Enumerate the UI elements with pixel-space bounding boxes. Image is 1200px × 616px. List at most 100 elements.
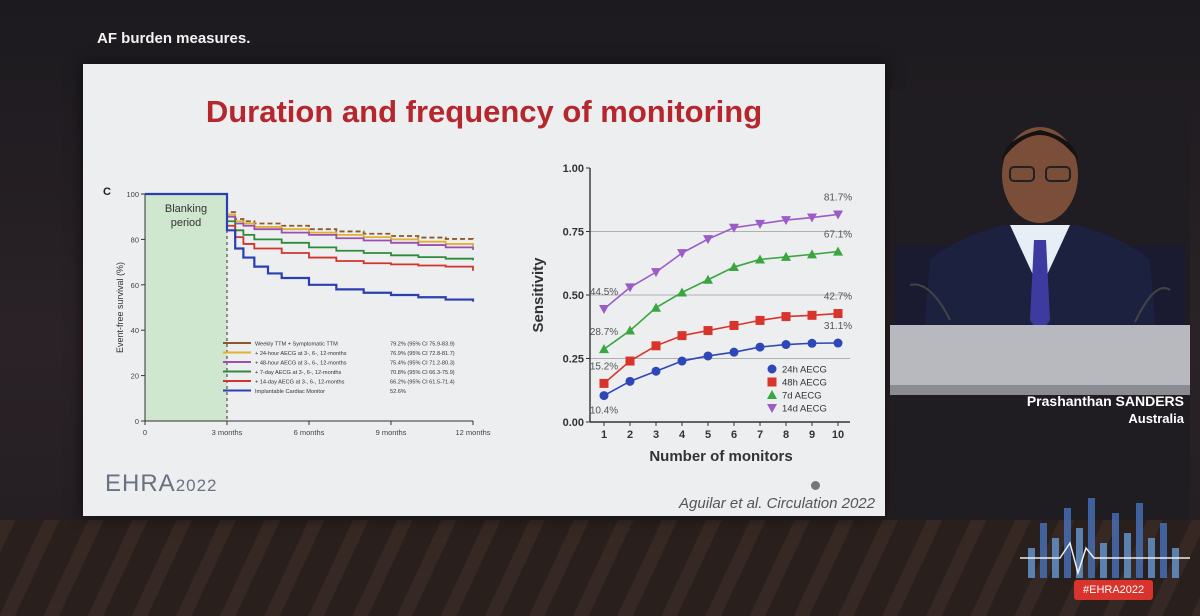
sensitivity-point <box>651 366 661 376</box>
sensitivity-point <box>651 302 661 312</box>
sensitivity-point <box>833 338 843 348</box>
slide: Duration and frequency of monitoring C B… <box>83 64 885 516</box>
blanking-label-2: period <box>171 217 202 229</box>
legend-series-stat: 52.6% <box>390 389 406 395</box>
legend-series-name: Weekly TTM + Symptomatic TTM <box>255 342 338 348</box>
legend-series-stat: 75.4% (95% CI 71.2-80.3) <box>390 361 455 367</box>
equalizer-bar <box>1124 533 1131 578</box>
survival-series-line <box>145 192 475 302</box>
citation: Aguilar et al. Circulation 2022 <box>679 495 875 512</box>
value-annotation: 15.2% <box>590 361 618 372</box>
legend-series-name: + 14-day AECG at 3-, 6-, 12-months <box>255 380 345 386</box>
sensitivity-point <box>755 342 765 352</box>
legend-series-stat: 70.8% (95% CI 66.3-75.9) <box>390 370 455 376</box>
x-tick-label: 3 <box>653 429 659 441</box>
y-tick-label: 0.75 <box>563 227 584 239</box>
sensitivity-series-line <box>603 250 839 350</box>
legend-marker <box>767 404 777 413</box>
equalizer-bar <box>1172 548 1179 578</box>
sensitivity-point <box>677 249 687 259</box>
equalizer-bar <box>1100 543 1107 578</box>
sensitivity-point <box>625 376 635 386</box>
value-annotation: 42.7% <box>824 292 852 303</box>
panel-label: C <box>103 186 111 198</box>
legend-series-name: 24h AECG <box>782 365 827 376</box>
ehra-logo-main: EHRA <box>105 470 176 497</box>
legend-series-stat: 76.9% (95% CI 72.8-81.7) <box>390 351 455 357</box>
sensitivity-point <box>807 213 817 223</box>
value-annotation: 10.4% <box>590 406 618 417</box>
sensitivity-series-line <box>603 213 839 310</box>
sensitivity-point <box>729 262 739 272</box>
value-annotation: 44.5% <box>590 287 618 298</box>
x-tick-label: 6 months <box>294 428 325 437</box>
sensitivity-point <box>599 378 609 388</box>
sensitivity-point <box>729 223 739 233</box>
survival-series-line <box>145 193 474 242</box>
y-tick-label: 0 <box>135 417 139 426</box>
slide-dot <box>811 481 820 490</box>
x-tick-label: 1 <box>601 429 607 441</box>
sensitivity-point <box>755 315 765 325</box>
x-tick-label: 10 <box>832 429 844 441</box>
y-tick-label: 1.00 <box>563 163 584 175</box>
sensitivity-point <box>651 268 661 278</box>
sensitivity-point <box>703 235 713 245</box>
sensitivity-point <box>807 249 817 259</box>
y-tick-label: 40 <box>131 326 139 335</box>
sensitivity-point <box>807 310 817 320</box>
header-text: AF burden measures. <box>97 30 251 47</box>
blanking-label-1: Blanking <box>165 203 207 215</box>
sensitivity-point <box>781 216 791 226</box>
survival-chart: Blanking period 0 20 40 60 80 100 0 3 months 6 mon… <box>115 190 491 437</box>
sensitivity-point <box>599 344 609 354</box>
y-tick-label: 20 <box>131 372 139 381</box>
x-axis-label: Number of monitors <box>649 448 792 465</box>
value-annotation: 31.1% <box>824 321 852 332</box>
x-tick-label: 9 months <box>376 428 407 437</box>
speaker-country: Australia <box>1128 411 1184 426</box>
survival-series-line <box>145 193 474 261</box>
sensitivity-point <box>625 356 635 366</box>
sensitivity-series-line <box>603 312 839 384</box>
sensitivity-point <box>755 219 765 229</box>
speaker-head <box>1002 127 1078 223</box>
legend-series-stat: 79.2% (95% CI 75.9-83.9) <box>390 342 455 348</box>
stage-floor <box>0 520 1200 616</box>
sensitivity-point <box>651 341 661 351</box>
legend-marker <box>767 377 777 387</box>
legend-series-name: + 48-hour AECG at 3-, 6-, 12-months <box>255 361 347 367</box>
x-tick-label: 8 <box>783 429 789 441</box>
sensitivity-point <box>755 254 765 264</box>
sensitivity-point <box>625 325 635 335</box>
sensitivity-point <box>677 356 687 366</box>
legend-series-stat: 66.2% (95% CI 61.5-71.4) <box>390 380 455 386</box>
x-tick-label: 7 <box>757 429 763 441</box>
value-annotation: 67.1% <box>824 230 852 241</box>
survival-series-line <box>145 193 474 247</box>
y-tick-label: 60 <box>131 281 139 290</box>
sensitivity-point <box>781 340 791 350</box>
x-tick-label: 12 months <box>455 428 490 437</box>
sensitivity-series-line <box>603 342 839 397</box>
legend-series-name: 7d AECG <box>782 391 822 402</box>
y-axis-label: Sensitivity <box>530 257 547 333</box>
x-tick-label: 3 months <box>212 428 243 437</box>
sensitivity-point <box>625 283 635 293</box>
sensitivity-point <box>703 351 713 361</box>
equalizer-bar <box>1112 513 1119 578</box>
sensitivity-point <box>677 331 687 341</box>
y-tick-label: 100 <box>126 190 139 199</box>
legend-series-name: 14d AECG <box>782 404 827 415</box>
legend-series-name: Implantable Cardiac Monitor <box>255 389 325 395</box>
y-tick-label: 80 <box>131 235 139 244</box>
equalizer-bar <box>1076 528 1083 578</box>
x-tick-label: 9 <box>809 429 815 441</box>
y-tick-label: 0.00 <box>563 417 584 429</box>
sensitivity-point <box>781 312 791 322</box>
sensitivity-point <box>703 326 713 336</box>
sensitivity-point <box>677 287 687 297</box>
y-tick-label: 0.50 <box>563 290 584 302</box>
blanking-region <box>145 194 227 421</box>
sensitivity-point <box>599 304 609 314</box>
